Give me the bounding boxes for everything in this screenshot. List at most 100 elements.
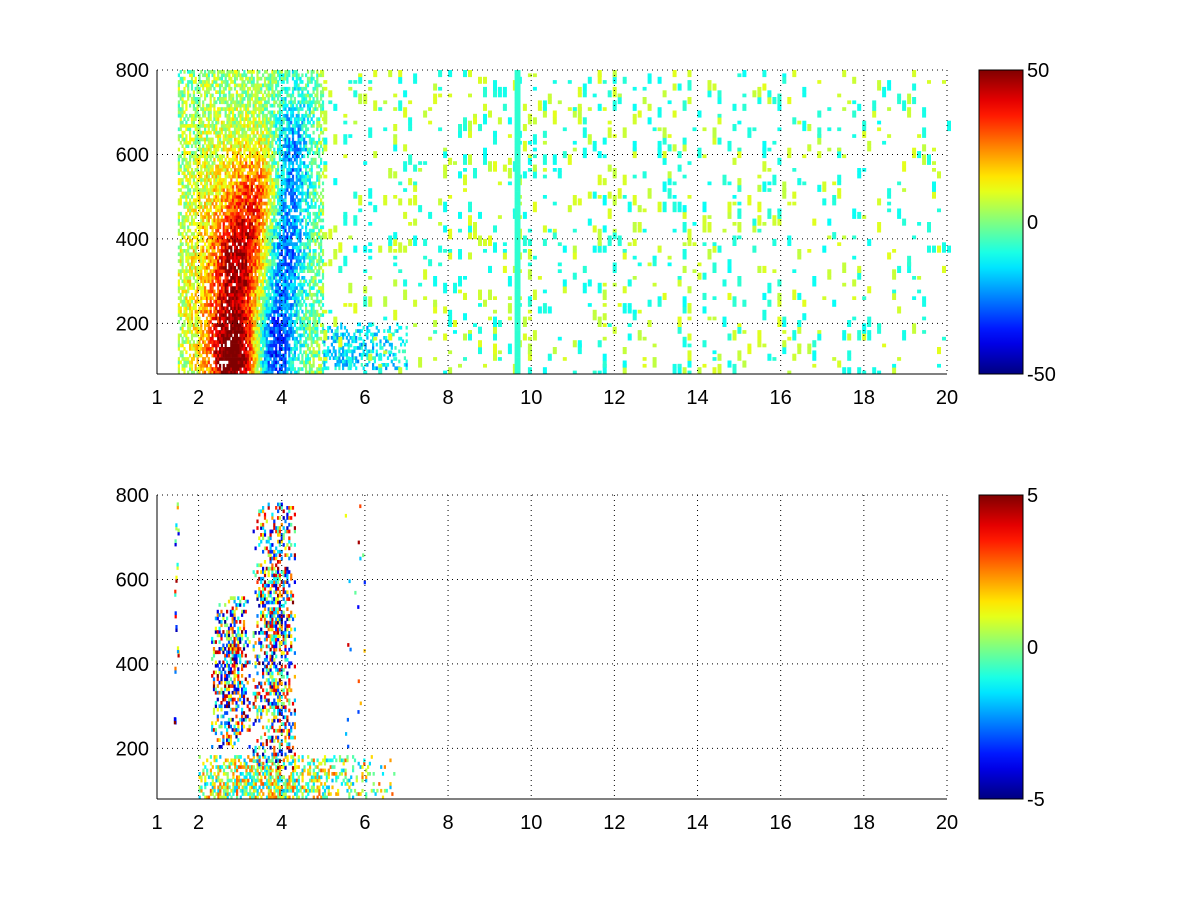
- heatmap-cell: [308, 333, 311, 338]
- heatmap-cell: [207, 195, 210, 199]
- heatmap-cell: [247, 292, 250, 297]
- heatmap-cell: [177, 296, 180, 300]
- heatmap-cell: [254, 313, 257, 317]
- heatmap-cell: [204, 343, 207, 348]
- heatmap-cell: [308, 330, 311, 334]
- heatmap-cell: [267, 309, 270, 314]
- heatmap-cell: [217, 330, 220, 334]
- heatmap-cell: [179, 326, 182, 331]
- heatmap-cell: [233, 228, 237, 233]
- heatmap-cell: [217, 340, 220, 344]
- heatmap-cell: [204, 215, 207, 219]
- heatmap-cell: [284, 127, 287, 132]
- heatmap-cell: [282, 107, 285, 111]
- heatmap-cell: [305, 171, 308, 175]
- heatmap-cell: [220, 83, 223, 88]
- heatmap-cell: [273, 157, 276, 162]
- heatmap-cell: [200, 306, 203, 311]
- heatmap-cell: [297, 137, 300, 142]
- heatmap-cell: [306, 347, 310, 351]
- heatmap-cell: [273, 90, 276, 94]
- heatmap-cell: [232, 235, 235, 240]
- heatmap-cell: [288, 208, 291, 213]
- heatmap-cell: [293, 343, 296, 348]
- heatmap-cell: [189, 137, 192, 142]
- heatmap-cell: [228, 357, 231, 361]
- heatmap-cell: [262, 343, 265, 348]
- heatmap-cell: [183, 320, 186, 324]
- heatmap-cell: [217, 137, 220, 142]
- heatmap-cell: [297, 76, 300, 81]
- heatmap-cell: [222, 70, 225, 74]
- heatmap-cell: [189, 130, 192, 135]
- heatmap-cell: [291, 134, 295, 138]
- heatmap-cell: [267, 137, 270, 142]
- heatmap-cell: [189, 103, 192, 108]
- heatmap-cell: [258, 201, 261, 206]
- heatmap-cell: [233, 154, 237, 159]
- heatmap-cell: [278, 232, 281, 236]
- heatmap-cell: [250, 218, 253, 223]
- heatmap-cell: [308, 262, 311, 267]
- heatmap-cell: [247, 232, 250, 236]
- heatmap-cell: [213, 211, 216, 216]
- heatmap-cell: [248, 238, 252, 243]
- heatmap-cell: [299, 140, 302, 145]
- heatmap-cell: [189, 363, 192, 368]
- heatmap-cell: [250, 181, 253, 186]
- heatmap-cell: [194, 333, 197, 338]
- heatmap-cell: [267, 296, 270, 300]
- heatmap-cell: [267, 171, 270, 175]
- heatmap-cell: [181, 178, 184, 182]
- heatmap-cell: [299, 262, 302, 267]
- heatmap-cell: [306, 117, 310, 121]
- heatmap-cell: [230, 124, 233, 128]
- heatmap-cell: [248, 93, 252, 98]
- heatmap-cell: [232, 97, 235, 101]
- heatmap-cell: [271, 140, 274, 145]
- heatmap-cell: [306, 235, 310, 240]
- heatmap-cell: [213, 306, 216, 311]
- heatmap-cell: [239, 134, 242, 138]
- heatmap-cell: [215, 218, 218, 223]
- heatmap-cell: [220, 76, 223, 81]
- heatmap-cell: [177, 218, 180, 223]
- heatmap-cell: [269, 154, 272, 159]
- heatmap-cell: [269, 181, 272, 186]
- heatmap-cell: [248, 299, 252, 304]
- heatmap-cell: [213, 107, 216, 111]
- heatmap-cell: [213, 340, 216, 344]
- heatmap-cell: [239, 151, 242, 155]
- heatmap-cell: [256, 154, 259, 159]
- heatmap-cell: [260, 144, 263, 148]
- heatmap-cell: [243, 147, 246, 152]
- heatmap-cell: [303, 259, 306, 263]
- heatmap-cell: [207, 357, 210, 361]
- heatmap-cell: [179, 107, 182, 111]
- heatmap-cell: [271, 157, 274, 162]
- heatmap-cell: [303, 117, 306, 121]
- heatmap-cell: [263, 211, 267, 216]
- heatmap-cell: [303, 144, 306, 148]
- heatmap-cell: [228, 347, 231, 351]
- heatmap-cell: [245, 195, 248, 199]
- heatmap-cell: [243, 73, 246, 78]
- heatmap-cell: [291, 191, 295, 196]
- heatmap-cell: [312, 350, 315, 355]
- heatmap-cell: [235, 249, 238, 253]
- heatmap-cell: [185, 178, 188, 182]
- heatmap-cell: [189, 347, 192, 351]
- heatmap-cell: [237, 100, 240, 105]
- heatmap-cell: [262, 140, 265, 145]
- heatmap-cell: [190, 70, 194, 74]
- heatmap-cell: [250, 211, 253, 216]
- heatmap-cell: [198, 134, 201, 138]
- heatmap-cell: [179, 124, 182, 128]
- heatmap-cell: [213, 276, 216, 280]
- heatmap-cell: [256, 184, 259, 189]
- heatmap-cell: [273, 313, 276, 317]
- heatmap-cell: [181, 134, 184, 138]
- heatmap-cell: [185, 276, 188, 280]
- heatmap-cell: [301, 73, 304, 78]
- heatmap-cell: [308, 360, 311, 365]
